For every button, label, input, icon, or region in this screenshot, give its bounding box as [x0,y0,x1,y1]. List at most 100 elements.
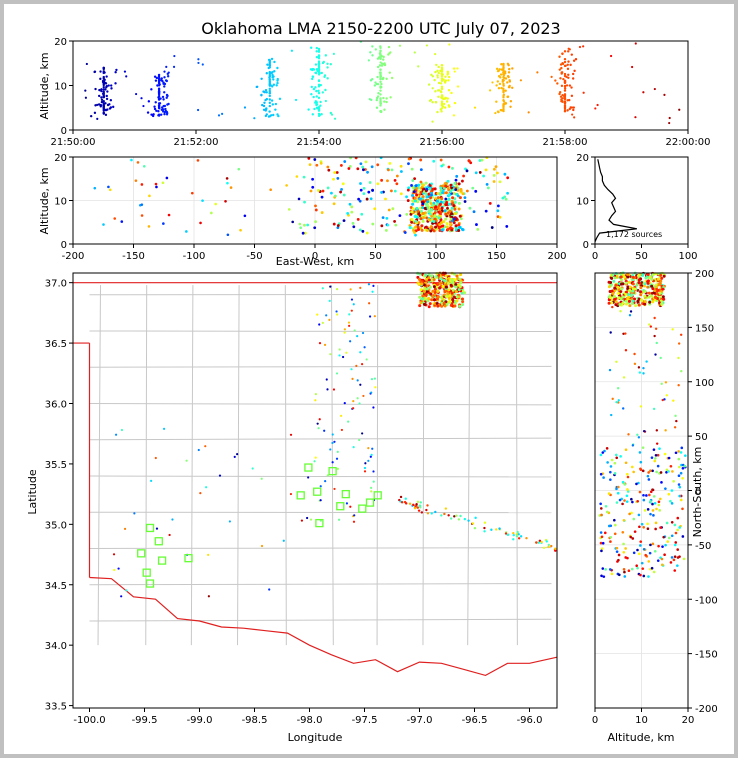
source-point [435,301,439,305]
source-point [372,406,375,409]
source-point [350,368,353,371]
x-tick-label: -200 [62,251,85,262]
source-point [310,85,314,89]
source-point [416,209,420,213]
source-point [359,351,362,354]
source-point [554,549,557,552]
source-point [337,518,341,521]
source-point [329,285,332,288]
source-point [563,60,567,64]
source-point [632,517,636,521]
source-point [207,595,210,598]
source-point [570,106,574,109]
x-tick-label: 100 [678,251,697,262]
station-marker [184,554,193,563]
station-marker [137,549,146,558]
source-point [652,570,656,574]
source-point [676,556,680,559]
source-point [411,207,415,211]
source-point [619,455,622,458]
source-point [109,99,113,102]
source-point [157,94,161,98]
source-point [492,174,496,177]
source-point [650,566,654,570]
source-point [678,108,681,111]
source-point [317,57,321,60]
source-point [134,92,138,96]
source-point [474,189,478,193]
source-point [365,197,369,201]
source-point [313,460,316,463]
source-point [659,356,662,360]
source-point [268,59,271,63]
source-point [419,288,423,292]
county-line [89,403,552,406]
source-point [677,384,680,387]
source-point [336,177,340,180]
source-point [450,228,454,232]
source-point [148,194,151,198]
source-point [613,472,617,475]
source-point [326,388,329,391]
source-point [340,187,343,191]
source-point [614,453,618,457]
source-point [359,188,363,192]
source-point [364,168,367,171]
source-point [502,75,505,79]
source-point [616,387,620,390]
source-point [410,167,414,171]
source-point [558,55,561,58]
source-point [271,85,274,88]
source-point [310,93,313,96]
x-tick-label: -98.0 [297,715,323,726]
source-point [268,87,271,91]
source-point [102,66,105,70]
source-point [270,99,274,102]
source-point [295,175,299,178]
source-point [613,289,617,293]
source-point [680,369,683,373]
source-point [423,213,427,217]
source-point [367,283,371,286]
source-point [434,197,437,200]
source-point [314,456,317,459]
source-point [163,110,166,114]
source-point [559,63,563,66]
source-point [427,276,431,280]
source-point [641,469,645,473]
source-point [604,568,607,571]
source-point [649,500,652,503]
source-point [413,196,417,200]
source-point [289,492,293,496]
source-point [515,535,519,538]
source-point [387,45,391,49]
x-tick-label: -150 [122,251,145,262]
source-point [627,280,631,284]
source-point [268,89,271,93]
source-point [663,452,667,456]
source-point [667,536,671,540]
source-point [404,497,407,500]
source-point [501,196,505,200]
source-point [165,65,168,68]
source-point [157,93,161,96]
y-tick-label: -200 [695,704,718,715]
y-tick-label: 100 [695,378,714,389]
source-point [440,64,444,67]
source-point [424,202,428,206]
source-point [314,100,318,103]
source-point [446,292,450,296]
source-point [310,46,313,49]
source-point [436,282,440,286]
source-point [435,63,438,67]
source-point [430,73,433,77]
source-point [651,502,654,506]
source-point [130,158,133,162]
source-point [664,429,667,432]
source-point [509,105,512,109]
source-point [260,544,264,548]
source-point [562,77,565,81]
source-point [447,188,451,192]
source-point [657,544,660,548]
source-point [308,163,312,167]
